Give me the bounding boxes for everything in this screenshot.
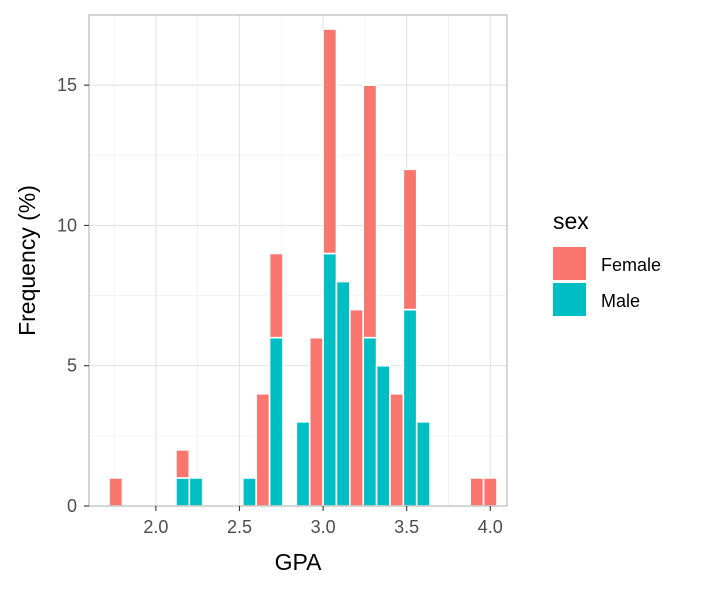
bar-female xyxy=(322,28,338,255)
bar-female xyxy=(389,392,405,507)
y-tick-label: 10 xyxy=(57,215,77,235)
bar-female xyxy=(268,252,284,339)
legend-label-female: Female xyxy=(601,255,661,275)
legend-label-male: Male xyxy=(601,291,640,311)
x-tick-label: 3.5 xyxy=(394,517,419,537)
axis-ticks: 2.0 2.5 3.0 3.5 4.0 0 5 10 15 xyxy=(57,75,503,537)
bar-male xyxy=(362,336,378,507)
bar-male xyxy=(335,280,351,507)
bar-male xyxy=(268,336,284,507)
bar-female xyxy=(482,477,498,507)
panel-border xyxy=(88,14,508,507)
y-axis-title: Frequency (%) xyxy=(14,185,40,336)
y-tick-label: 5 xyxy=(67,356,77,376)
legend: sex Female Male xyxy=(553,208,661,316)
bar-male xyxy=(188,477,204,507)
bar-female xyxy=(469,477,485,507)
bar-male xyxy=(402,308,418,507)
bar-male xyxy=(375,364,391,507)
x-tick-label: 3.0 xyxy=(311,517,336,537)
bar-female xyxy=(362,84,378,339)
bar-male xyxy=(175,477,191,507)
x-tick-label: 2.5 xyxy=(227,517,252,537)
x-tick-label: 4.0 xyxy=(478,517,503,537)
x-axis-title: GPA xyxy=(275,549,323,575)
bar-male xyxy=(322,252,338,507)
bar-female xyxy=(175,449,191,479)
bar-male xyxy=(415,421,431,507)
bar-female xyxy=(349,308,365,507)
bar-female xyxy=(108,477,124,507)
bar-male xyxy=(295,421,311,507)
bar-male xyxy=(242,477,258,507)
legend-key-female xyxy=(553,247,586,280)
bar-female xyxy=(308,336,324,507)
bars xyxy=(108,28,498,507)
y-tick-label: 15 xyxy=(57,75,77,95)
y-tick-label: 0 xyxy=(67,496,77,516)
bar-female xyxy=(402,168,418,311)
legend-key-male xyxy=(553,283,586,316)
x-tick-label: 2.0 xyxy=(143,517,168,537)
bar-female xyxy=(255,392,271,507)
legend-title: sex xyxy=(553,208,589,234)
